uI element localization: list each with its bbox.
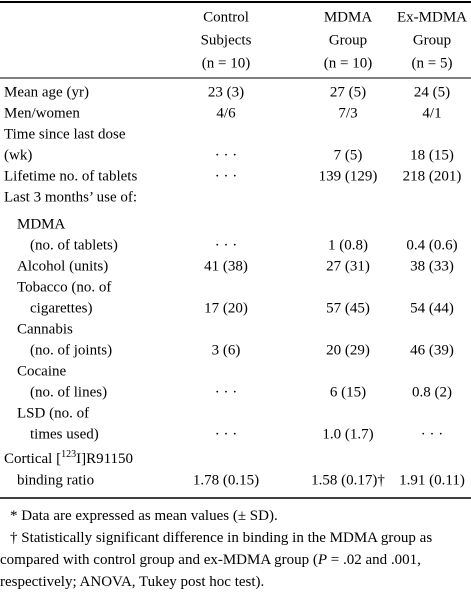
row-label: Lifetime no. of tablets: [4, 168, 137, 184]
cell: 17 (20): [204, 300, 248, 316]
row-label: MDMA: [17, 216, 66, 232]
cell: 1.0 (1.7): [322, 426, 373, 442]
cell: 46 (39): [410, 342, 454, 358]
cell: 23 (3): [208, 84, 244, 100]
row-label: Cannabis: [17, 321, 73, 337]
row-label: binding ratio: [17, 472, 94, 488]
footnote: * Data are expressed as mean values (± S…: [0, 505, 462, 527]
row-label: Alcohol (units): [17, 258, 108, 274]
row-label-part: I]R91150: [76, 451, 133, 467]
footnote: † Statistically significant difference i…: [0, 527, 462, 593]
column-header: Subjects: [201, 32, 252, 48]
cell: 0.4 (0.6): [406, 237, 457, 253]
cell: · · ·: [215, 384, 238, 400]
cell: 38 (33): [410, 258, 454, 274]
row-label: (wk): [4, 147, 32, 163]
table: Control Subjects (n = 10) MDMA Group (n = 10)…: [0, 1, 471, 499]
cell: 1.78 (0.15): [193, 472, 259, 488]
cell: 1.58 (0.17)†: [311, 472, 385, 488]
footnote-text: P: [317, 552, 328, 568]
cell: 7/3: [338, 105, 357, 121]
column-header: (n = 10): [202, 55, 250, 71]
column-header: (n = 10): [324, 55, 372, 71]
footnote-text: * Data are expressed as mean values (± S…: [10, 508, 278, 524]
row-label: Mean age (yr): [4, 84, 89, 100]
cell: 3 (6): [212, 342, 241, 358]
row-label-part: 123: [61, 449, 76, 460]
cell: · · ·: [215, 147, 238, 163]
cell: 4/1: [422, 105, 441, 121]
cell: 24 (5): [414, 84, 450, 100]
column-header: (n = 5): [412, 55, 453, 71]
column-header: Ex-MDMA: [397, 9, 467, 25]
cell: 4/6: [216, 105, 236, 121]
cell: 20 (29): [326, 342, 370, 358]
row-label: (no. of lines): [30, 384, 107, 400]
cell: · · ·: [215, 168, 238, 184]
row-label: (no. of tablets): [30, 237, 118, 253]
cell: 27 (5): [330, 84, 366, 100]
cell: · · ·: [215, 237, 238, 253]
row-label: Cortical [123I]R91150: [4, 449, 133, 467]
column-header: MDMA: [324, 9, 373, 25]
row-label: Last 3 months’ use of:: [4, 189, 137, 205]
column-header: Group: [329, 32, 367, 48]
cell: 1.91 (0.11): [399, 472, 465, 488]
row-label: (no. of joints): [30, 342, 112, 358]
footnote-text: = .02 and .001, respectively; ANOVA, Tuk…: [0, 552, 421, 590]
cell: · · ·: [421, 426, 444, 442]
row-label-part: Cortical [: [4, 451, 61, 467]
row-label: LSD (no. of: [17, 405, 89, 421]
row-label: Cocaine: [17, 363, 66, 379]
cell: 139 (129): [319, 168, 378, 184]
row-label: Men/women: [4, 105, 80, 121]
row-label: Tobacco (no. of: [17, 279, 111, 295]
cell: · · ·: [215, 426, 238, 442]
cell: 6 (15): [330, 384, 366, 400]
cell: 41 (38): [204, 258, 248, 274]
cell: 7 (5): [334, 147, 363, 163]
cell: 27 (31): [326, 258, 370, 274]
cell: 218 (201): [403, 168, 462, 184]
cell: 18 (15): [410, 147, 454, 163]
footnote-text: † Statistically significant difference i…: [0, 530, 433, 568]
cell: 57 (45): [326, 300, 370, 316]
cell: 54 (44): [410, 300, 454, 316]
column-header: Control: [203, 9, 249, 25]
cell: 0.8 (2): [412, 384, 452, 400]
footnotes: * Data are expressed as mean values (± S…: [0, 505, 462, 593]
cell: 1 (0.8): [328, 237, 368, 253]
row-label: Time since last dose: [4, 126, 126, 142]
column-header: Group: [413, 32, 451, 48]
row-label: cigarettes): [30, 300, 92, 316]
row-label: times used): [30, 426, 99, 442]
